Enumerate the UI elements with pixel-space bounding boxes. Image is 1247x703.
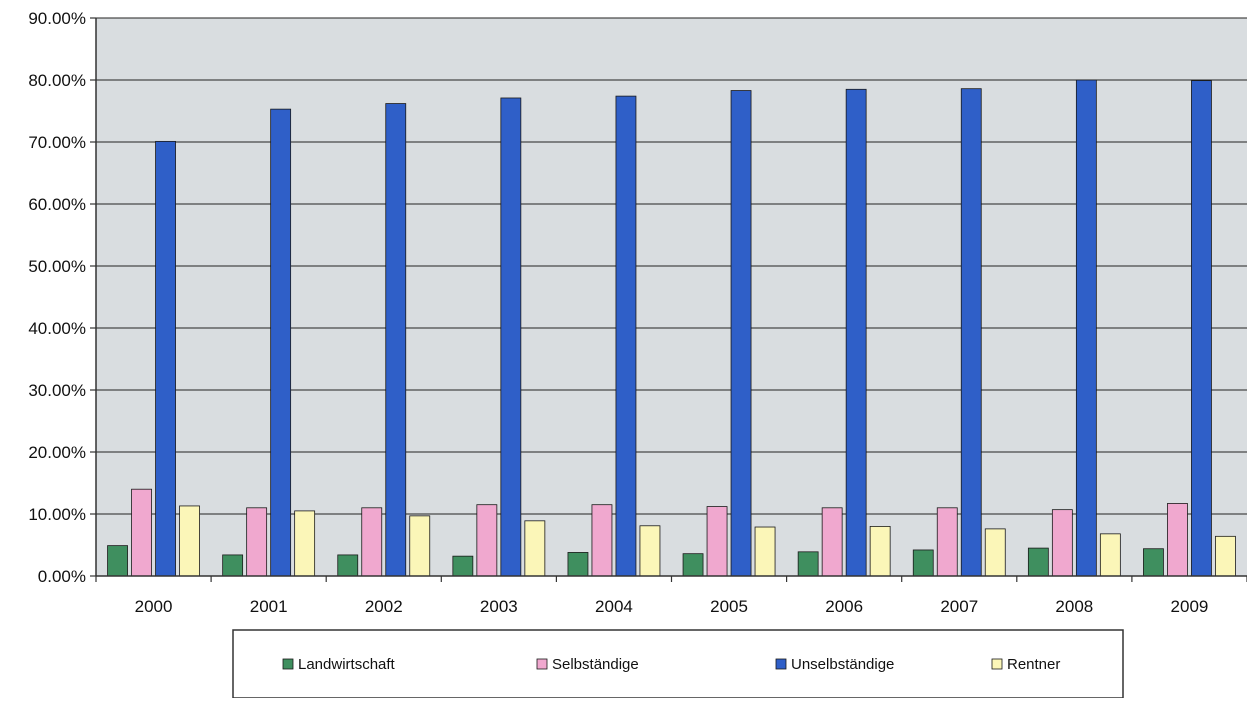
bar-landwirtschaft-2005: [682, 553, 704, 577]
x-tick-label: 2001: [250, 597, 288, 616]
bar-selbständige-2004: [591, 504, 613, 577]
y-tick-label: 40.00%: [28, 319, 86, 338]
legend-label: Rentner: [1007, 656, 1060, 673]
y-tick-label: 50.00%: [28, 257, 86, 276]
legend-label: Selbständige: [552, 656, 639, 673]
bar-rentner-2009: [1215, 535, 1236, 577]
bar-selbständige-2006: [821, 507, 843, 577]
legend-label: Landwirtschaft: [298, 656, 396, 673]
bar-unselbständige-2001: [270, 108, 292, 577]
legend-swatch: [536, 658, 548, 670]
x-tick-label: 2007: [940, 597, 978, 616]
bar-unselbständige-2003: [500, 97, 522, 577]
bar-unselbständige-2007: [960, 88, 982, 577]
bar-selbständige-2007: [936, 507, 958, 577]
x-tick-label: 2002: [365, 597, 403, 616]
bar-unselbständige-2002: [385, 103, 407, 577]
bar-landwirtschaft-2007: [912, 549, 934, 577]
bar-landwirtschaft-2008: [1027, 547, 1049, 577]
bar-rentner-2003: [524, 520, 546, 577]
legend-swatch: [282, 658, 294, 670]
plot-area: [96, 18, 1247, 576]
legend: Landwirtschaft Selbständige Unselbständige…: [232, 629, 1124, 699]
legend-swatch: [991, 658, 1003, 670]
legend-label: Unselbständige: [791, 656, 894, 673]
bar-selbständige-2000: [131, 488, 152, 577]
bar-rentner-2004: [639, 525, 661, 577]
y-tick-label: 90.00%: [28, 9, 86, 28]
y-tick-label: 0.00%: [38, 567, 86, 586]
x-tick-label: 2005: [710, 597, 748, 616]
bar-unselbständige-2006: [845, 88, 867, 577]
y-tick-label: 80.00%: [28, 71, 86, 90]
bar-unselbständige-2008: [1075, 79, 1097, 577]
y-tick-label: 70.00%: [28, 133, 86, 152]
y-tick-label: 20.00%: [28, 443, 86, 462]
bar-landwirtschaft-2001: [222, 554, 244, 577]
bar-rentner-2001: [294, 510, 316, 577]
bar-rentner-2006: [869, 526, 891, 577]
bar-landwirtschaft-2003: [452, 555, 474, 577]
bar-selbständige-2009: [1167, 503, 1188, 577]
bar-landwirtschaft-2009: [1143, 548, 1164, 577]
x-tick-label: 2004: [595, 597, 633, 616]
bar-selbständige-2003: [476, 504, 498, 577]
bar-unselbständige-2005: [730, 90, 752, 577]
bar-selbständige-2008: [1051, 509, 1073, 577]
bar-unselbständige-2004: [615, 95, 637, 577]
y-tick-label: 10.00%: [28, 505, 86, 524]
x-tick-label: 2009: [1171, 597, 1209, 616]
bar-selbständige-2001: [246, 507, 268, 577]
x-tick-label: 2003: [480, 597, 518, 616]
x-tick-label: 2008: [1055, 597, 1093, 616]
y-axis-ticks: 0.00% 10.00% 20.00% 30.00% 40.00% 50.00% 60.00…: [28, 9, 96, 586]
bar-rentner-2007: [984, 528, 1006, 577]
x-axis-ticks: 2000 2001 2002 2003 2004 2005 2006 2007 2008 2009: [95, 576, 1247, 616]
bar-rentner-2005: [754, 526, 776, 577]
y-tick-label: 60.00%: [28, 195, 86, 214]
bar-landwirtschaft-2002: [337, 554, 359, 577]
bar-rentner-2002: [409, 515, 431, 577]
bar-selbständige-2002: [361, 507, 383, 577]
bar-landwirtschaft-2000: [107, 545, 128, 577]
bar-unselbständige-2009: [1191, 80, 1212, 577]
bar-rentner-2008: [1099, 533, 1121, 577]
bar-rentner-2000: [179, 505, 200, 577]
bars: [107, 79, 1236, 577]
legend-swatch: [775, 658, 787, 670]
legend-box: [232, 629, 1124, 699]
bar-landwirtschaft-2006: [797, 551, 819, 577]
bar-landwirtschaft-2004: [567, 552, 589, 577]
x-tick-label: 2000: [135, 597, 173, 616]
y-tick-label: 30.00%: [28, 381, 86, 400]
x-tick-label: 2006: [825, 597, 863, 616]
bar-selbständige-2005: [706, 506, 728, 577]
bar-unselbständige-2000: [155, 140, 176, 577]
